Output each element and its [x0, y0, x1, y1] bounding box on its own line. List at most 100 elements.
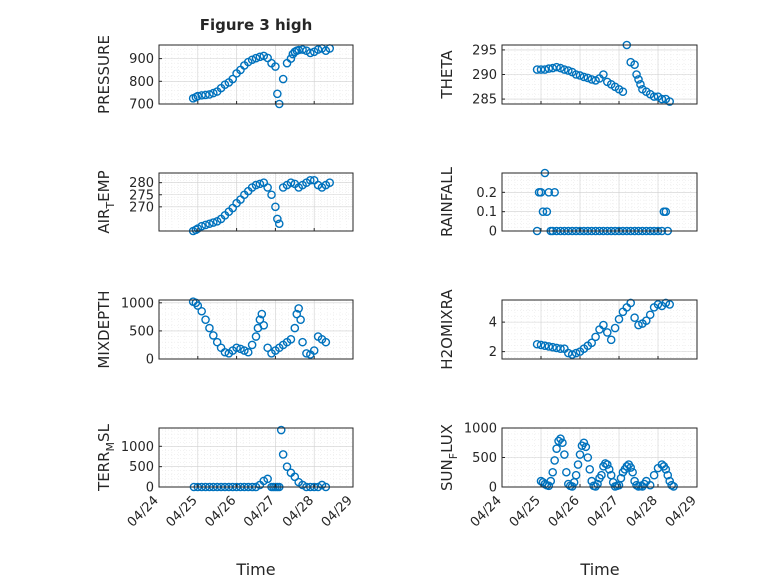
data-point [661, 298, 671, 308]
data-point [306, 48, 315, 58]
y-tick-label: 275 [129, 188, 154, 203]
data-point [255, 179, 265, 189]
data-point [571, 70, 581, 79]
y-tick-label: 800 [129, 75, 154, 90]
y-axis-label: H2OMIXRA [438, 289, 456, 370]
data-point [628, 467, 637, 477]
data-point [579, 72, 589, 82]
y-tick-label: 4 [489, 316, 497, 331]
data-point [591, 482, 600, 491]
data-point [271, 62, 280, 71]
y-tick-label: 295 [472, 43, 497, 58]
data-point [201, 315, 210, 324]
data-point [597, 470, 606, 480]
data-point [282, 462, 292, 471]
data-point [309, 346, 319, 355]
data-point [273, 214, 282, 224]
data-point [632, 70, 641, 79]
x-tick-label: 04/25 [507, 493, 544, 530]
x-tick-label: 04/27 [585, 493, 622, 530]
data-point [298, 45, 307, 54]
data-point [571, 348, 581, 358]
data-point [205, 323, 214, 333]
data-point [197, 306, 206, 316]
data-point [271, 202, 280, 212]
data-point [567, 350, 577, 359]
y-tick-label: 0 [146, 481, 154, 496]
y-tick-label: 0 [489, 225, 497, 240]
data-point [274, 219, 284, 229]
data-point [540, 65, 550, 74]
data-point [604, 464, 614, 474]
data-point [243, 347, 253, 357]
x-tick-label: 04/26 [202, 493, 239, 530]
x-tick-label: 04/29 [663, 493, 700, 530]
data-point [616, 473, 626, 483]
data-point [657, 94, 667, 104]
data-point [550, 456, 559, 465]
axes-pressure: 700 800 900 PRESSURE [95, 35, 354, 114]
x-tick-label: 04/29 [319, 493, 356, 530]
data-point [205, 219, 214, 229]
data-point [306, 175, 315, 185]
y-axis-label: MIXDEPTH [95, 290, 113, 368]
axes-background [501, 172, 698, 232]
data-point [540, 341, 550, 351]
y-axis-label: RAINFALL [438, 166, 456, 237]
data-point [193, 301, 203, 310]
data-point [286, 178, 296, 187]
data-point [263, 343, 272, 353]
axes-border [501, 299, 698, 360]
data-point [661, 207, 671, 216]
data-point [193, 91, 203, 101]
axes-background [158, 299, 354, 360]
data-point [263, 474, 272, 484]
data-point [255, 52, 265, 62]
data-point [575, 450, 585, 459]
y-tick-label: 1000 [464, 422, 497, 437]
data-point [548, 467, 558, 477]
data-point [583, 73, 593, 83]
data-point [302, 349, 311, 358]
data-point [536, 65, 546, 74]
x-tick-label: 04/26 [546, 493, 583, 530]
data-point [626, 463, 636, 472]
data-point [573, 460, 583, 469]
axes-border [158, 172, 354, 232]
data-point [313, 45, 323, 54]
data-point [251, 332, 261, 341]
y-tick-label: 290 [472, 68, 497, 83]
data-point [255, 315, 265, 324]
data-point [591, 332, 600, 342]
figure-title: Figure 3 high [200, 16, 313, 34]
data-point [251, 53, 261, 63]
data-point [560, 65, 569, 74]
data-point [554, 436, 563, 446]
axes-theta: 285 290 295 THETA [438, 40, 698, 108]
y-axis-label: SUNFLUX [438, 424, 460, 491]
data-point [205, 90, 214, 99]
x-tick-label: 04/24 [125, 493, 162, 530]
data-point [587, 75, 597, 84]
data-point [290, 323, 300, 333]
y-tick-label: 280 [129, 176, 154, 191]
data-point [603, 460, 612, 469]
data-point [278, 74, 288, 84]
data-point [550, 188, 559, 197]
axes-border [158, 299, 354, 360]
data-point [645, 310, 655, 320]
x-axis-label-left: Time [235, 560, 275, 579]
data-point [544, 481, 554, 491]
data-point [209, 331, 218, 340]
data-point [630, 60, 639, 69]
data-point [247, 55, 257, 65]
y-tick-label: 270 [129, 200, 154, 215]
data-point [564, 66, 573, 75]
data-point [583, 453, 593, 462]
axes-terr-msl: 0 500 1000 04/24 04/25 04/26 04/27 04/28 04/29 TE… [95, 423, 356, 530]
y-tick-label: 900 [129, 52, 154, 67]
data-point [321, 337, 331, 347]
data-point [649, 92, 659, 101]
data-point [201, 90, 210, 100]
axes-border [158, 44, 354, 105]
